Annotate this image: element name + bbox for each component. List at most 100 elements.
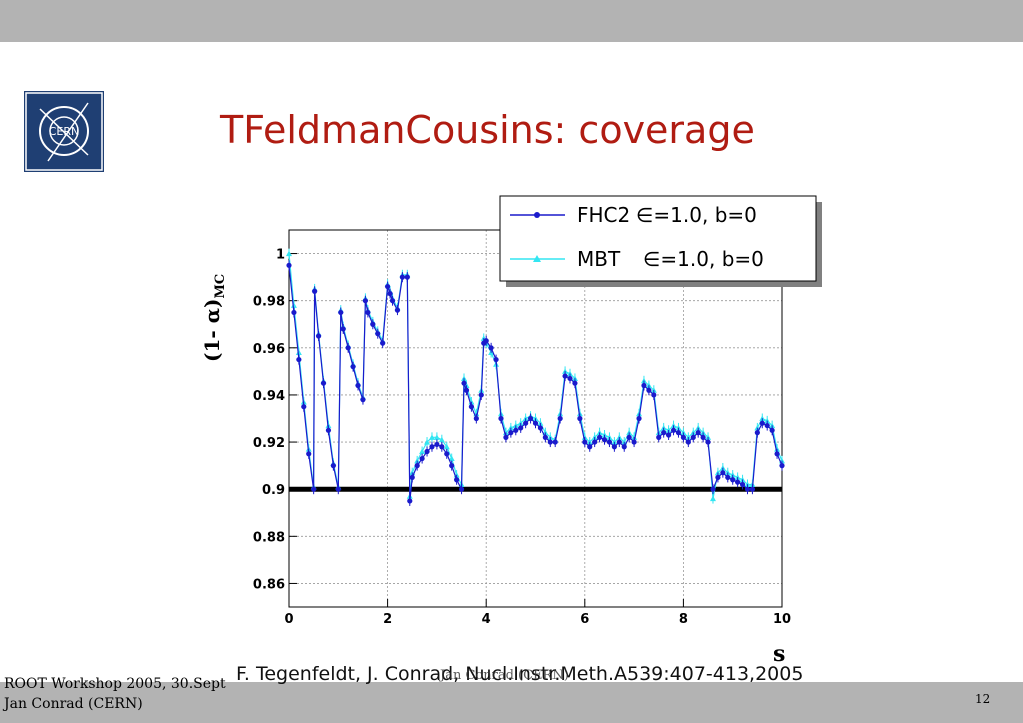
- y-tick-label: 0.94: [253, 389, 285, 404]
- data-point-fhc2: [424, 448, 430, 455]
- data-point-fhc2: [552, 439, 558, 445]
- chart-legend: FHC2 ∈=1.0, b=0 MBT ∈=1.0, b=0: [499, 195, 822, 287]
- data-point-fhc2: [675, 430, 682, 436]
- data-point-fhc2: [320, 380, 327, 386]
- x-tick-label: 2: [383, 612, 392, 627]
- data-point-fhc2: [380, 340, 386, 346]
- cern-logo: CERN: [24, 91, 104, 172]
- legend-label-mbt: MBT: [577, 247, 621, 271]
- data-point-fhc2: [503, 434, 509, 440]
- y-tick-label: 0.92: [253, 436, 285, 451]
- data-point-fhc2: [330, 463, 336, 469]
- y-axis-label-main: (1- α): [200, 299, 224, 363]
- data-point-mbt: [438, 436, 445, 443]
- y-tick-label: 0.98: [253, 295, 285, 310]
- citation: F. Tegenfeldt, J. Conrad, Nucl.Instr.Met…: [236, 663, 804, 685]
- y-tick-label: 0.86: [253, 577, 285, 592]
- slide-card-tab: [220, 42, 920, 72]
- data-point-mbt: [290, 302, 297, 308]
- data-point-fhc2: [365, 309, 371, 316]
- data-point-fhc2: [389, 298, 396, 304]
- data-point-fhc2: [458, 486, 465, 492]
- data-point-fhc2: [468, 404, 475, 410]
- data-point-fhc2: [518, 425, 524, 431]
- data-point-fhc2: [362, 298, 369, 304]
- data-point-fhc2: [596, 434, 603, 440]
- data-point-fhc2: [582, 439, 588, 445]
- data-point-fhc2: [705, 439, 711, 445]
- footer-event: ROOT Workshop 2005, 30.Sept: [4, 676, 226, 692]
- data-point-fhc2: [720, 470, 726, 476]
- data-point-fhc2: [301, 404, 307, 410]
- data-point-fhc2: [666, 432, 672, 438]
- data-point-fhc2: [312, 288, 318, 294]
- data-point-fhc2: [394, 307, 401, 313]
- data-point-fhc2: [508, 430, 514, 436]
- data-point-fhc2: [779, 463, 785, 469]
- y-axis-label: (1- α)MC: [195, 262, 235, 372]
- overlay-author-text: Jan Conrad (CERN): [440, 668, 569, 683]
- data-point-fhc2: [646, 387, 652, 393]
- data-point-fhc2: [592, 439, 598, 445]
- legend-box: [499, 195, 817, 282]
- data-point-fhc2: [557, 415, 563, 422]
- x-tick-label: 0: [284, 612, 293, 627]
- data-point-mbt: [443, 443, 450, 450]
- data-point-fhc2: [473, 415, 479, 422]
- data-point-fhc2: [685, 439, 691, 445]
- data-point-fhc2: [454, 477, 460, 483]
- data-point-fhc2: [577, 415, 583, 422]
- legend-marker-mbt: [533, 255, 541, 262]
- data-point-fhc2: [483, 338, 489, 344]
- data-point-fhc2: [306, 451, 312, 457]
- data-point-fhc2: [636, 415, 642, 422]
- data-point-fhc2: [715, 474, 721, 481]
- data-point-fhc2: [690, 434, 696, 440]
- data-point-fhc2: [626, 434, 632, 440]
- data-point-fhc2: [616, 439, 622, 445]
- data-point-fhc2: [385, 283, 391, 290]
- data-point-fhc2: [461, 380, 467, 386]
- data-point-fhc2: [601, 437, 608, 443]
- data-point-fhc2: [488, 345, 494, 351]
- data-point-fhc2: [754, 430, 760, 436]
- data-point-fhc2: [651, 392, 657, 398]
- data-point-fhc2: [710, 486, 716, 492]
- data-point-fhc2: [409, 474, 415, 481]
- data-point-fhc2: [513, 427, 519, 433]
- x-tick-label: 10: [773, 612, 791, 627]
- data-point-fhc2: [611, 444, 617, 450]
- data-point-fhc2: [670, 427, 677, 433]
- data-point-fhc2: [744, 486, 751, 492]
- data-point-fhc2: [375, 331, 381, 337]
- data-point-fhc2: [774, 451, 780, 457]
- data-point-fhc2: [532, 420, 539, 426]
- cern-logo-text: CERN: [49, 125, 80, 138]
- data-point-fhc2: [449, 463, 455, 469]
- data-point-fhc2: [527, 415, 534, 422]
- data-point-fhc2: [735, 479, 741, 485]
- data-point-fhc2: [523, 420, 529, 426]
- y-tick-label: 0.96: [253, 342, 285, 357]
- data-point-fhc2: [350, 364, 356, 370]
- footer-bar: [0, 682, 1023, 723]
- data-point-fhc2: [291, 309, 297, 316]
- data-point-fhc2: [537, 425, 544, 431]
- data-point-fhc2: [345, 345, 351, 351]
- data-point-fhc2: [419, 455, 425, 462]
- svg-text:(1- α)MC: (1- α)MC: [200, 274, 228, 362]
- data-point-fhc2: [338, 309, 344, 316]
- legend-params-fhc2: ∈=1.0, b=0: [636, 203, 757, 227]
- legend-marker-fhc2: [534, 212, 540, 218]
- data-point-fhc2: [296, 356, 302, 363]
- data-point-fhc2: [370, 321, 376, 327]
- data-point-fhc2: [463, 387, 470, 393]
- data-point-fhc2: [325, 427, 332, 433]
- x-tick-label: 6: [580, 612, 589, 627]
- data-point-fhc2: [759, 420, 765, 426]
- data-point-fhc2: [567, 375, 573, 382]
- data-point-fhc2: [478, 392, 484, 398]
- data-point-fhc2: [621, 444, 627, 450]
- slide-title: TFeldmanCousins: coverage: [220, 108, 755, 152]
